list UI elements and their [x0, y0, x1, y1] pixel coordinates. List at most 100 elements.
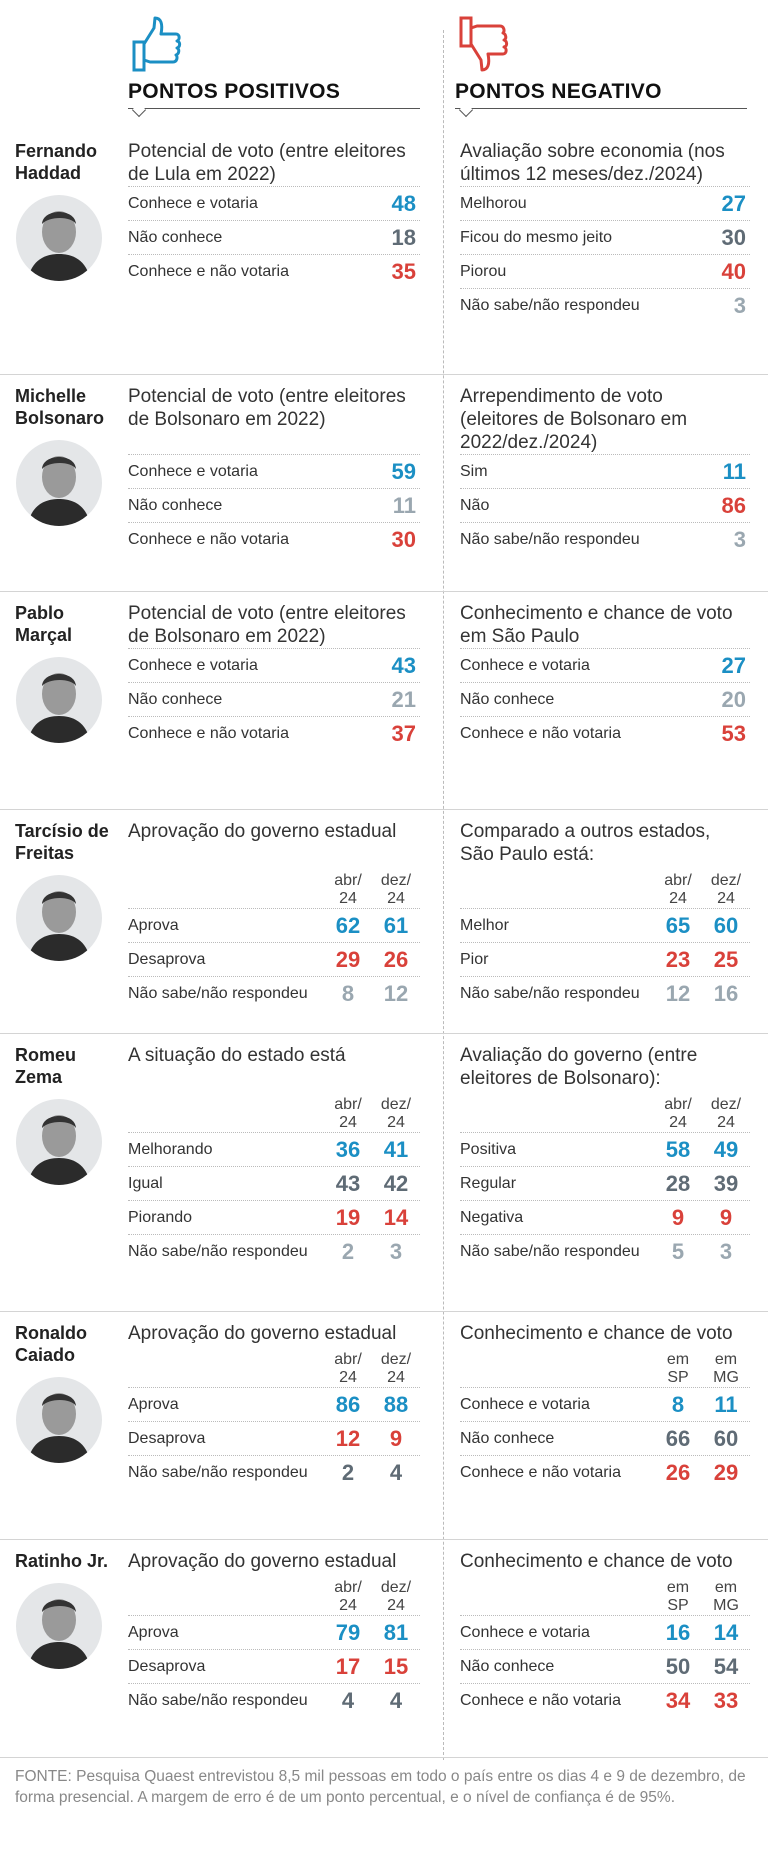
row-value: 35: [391, 258, 416, 284]
table-row: Conhece e votaria 27: [460, 648, 750, 682]
row-value: 86: [721, 492, 746, 518]
row-value: 30: [721, 224, 746, 250]
table-row: Não sabe/não respondeu 8 12: [128, 976, 420, 1010]
row-label: Piorou: [460, 262, 507, 280]
person-section: Tarcísio de Freitas Aprovação do governo …: [0, 810, 768, 1034]
row-label: Não sabe/não respondeu: [460, 984, 640, 1002]
positive-panel: A situação do estado está abr/ 24 dez/ 24 M…: [128, 1044, 420, 1311]
table-row: Conhece e não votaria 34 33: [460, 1683, 750, 1717]
row-label: Positiva: [460, 1140, 517, 1158]
row-label: Conhece e votaria: [128, 656, 258, 674]
row-value: 26: [665, 1459, 691, 1485]
panel-title: A situação do estado está: [128, 1045, 346, 1066]
person-column: Fernando Haddad: [15, 140, 128, 374]
row-value: 28: [665, 1170, 691, 1196]
negative-panel: Conhecimento e chance de voto em SP em MG C…: [460, 1322, 750, 1539]
row-label: Não conhece: [128, 690, 223, 708]
row-label: Conhece e votaria: [128, 462, 258, 480]
person-section: Pablo Marçal Potencial de voto (entre ele…: [0, 592, 768, 810]
table-row: Pior 23 25: [460, 942, 750, 976]
table-row: Melhor 65 60: [460, 908, 750, 942]
row-value: 88: [383, 1391, 409, 1417]
row-label: Conhece e não votaria: [128, 530, 289, 548]
table-row: Conhece e não votaria 35: [128, 254, 420, 288]
column-header: em SP: [666, 1351, 690, 1386]
row-value: 39: [713, 1170, 739, 1196]
row-value: 27: [721, 190, 746, 216]
panel-title: Potencial de voto (entre eleitores de Lu…: [128, 141, 406, 185]
row-value: 8: [341, 980, 355, 1006]
row-value: 2: [341, 1238, 355, 1264]
negative-panel: Avaliação do governo (entre eleitores de…: [460, 1044, 750, 1311]
row-label: Ficou do mesmo jeito: [460, 228, 613, 246]
row-value: 40: [721, 258, 746, 284]
table-row: Conhece e não votaria 30: [128, 522, 420, 556]
table-row: Conhece e não votaria 53: [460, 716, 750, 750]
column-headers: abr/ 24 dez/ 24: [128, 1579, 420, 1615]
column-headers: abr/ 24 dez/ 24: [460, 872, 750, 908]
column-header: dez/ 24: [380, 872, 412, 907]
negative-panel: Conhecimento e chance de voto em São Pau…: [460, 602, 750, 809]
row-value: 81: [383, 1619, 409, 1645]
person-section: Ratinho Jr. Aprovação do governo estadual…: [0, 1540, 768, 1758]
row-value: 23: [665, 946, 691, 972]
row-label: Conhece e votaria: [460, 1395, 590, 1413]
person-column: Michelle Bolsonaro: [15, 385, 128, 591]
row-value: 18: [391, 224, 416, 250]
table-row: Sim 11: [460, 454, 750, 488]
person-column: Tarcísio de Freitas: [15, 820, 128, 1033]
person-name: Pablo Marçal: [15, 603, 73, 645]
negative-panel: Conhecimento e chance de voto em SP em MG C…: [460, 1550, 750, 1757]
row-value: 4: [389, 1687, 403, 1713]
row-value: 14: [713, 1619, 739, 1645]
person-section: Romeu Zema A situação do estado está abr/ …: [0, 1034, 768, 1312]
row-label: Conhece e votaria: [128, 194, 258, 212]
person-name: Fernando Haddad: [15, 141, 98, 183]
row-label: Não sabe/não respondeu: [460, 1242, 640, 1260]
person-section: Fernando Haddad Potencial de voto (entre …: [0, 130, 768, 375]
row-value: 19: [335, 1204, 361, 1230]
row-value: 37: [391, 720, 416, 746]
row-value: 29: [335, 946, 361, 972]
panel-title: Arrependimento de voto (eleitores de Bol…: [460, 386, 688, 453]
table-row: Conhece e votaria 16 14: [460, 1615, 750, 1649]
portrait: [16, 1583, 102, 1669]
row-value: 20: [721, 686, 746, 712]
row-value: 59: [391, 458, 416, 484]
thumbs-down-icon: [459, 16, 509, 72]
table-row: Conhece e votaria 43: [128, 648, 420, 682]
person-name: Michelle Bolsonaro: [15, 386, 105, 428]
row-value: 61: [383, 912, 409, 938]
column-header: dez/ 24: [710, 1096, 742, 1131]
row-label: Não sabe/não respondeu: [128, 1691, 308, 1709]
row-label: Piorando: [128, 1208, 193, 1226]
row-value: 79: [335, 1619, 361, 1645]
portrait: [16, 1099, 102, 1185]
table-row: Não conhece 66 60: [460, 1421, 750, 1455]
portrait: [16, 875, 102, 961]
negative-panel: Avaliação sobre economia (nos últimos 12…: [460, 140, 750, 374]
table-row: Piorou 40: [460, 254, 750, 288]
panel-title: Conhecimento e chance de voto em São Pau…: [460, 603, 733, 647]
header: PONTOS POSITIVOS PONTOS NEGATIVO: [0, 0, 768, 130]
row-label: Não conhece: [128, 496, 223, 514]
table-row: Não conhece 50 54: [460, 1649, 750, 1683]
row-label: Não sabe/não respondeu: [460, 296, 640, 314]
row-value: 9: [389, 1425, 403, 1451]
row-label: Desaprova: [128, 950, 206, 968]
row-value: 12: [383, 980, 409, 1006]
table-row: Desaprova 29 26: [128, 942, 420, 976]
column-header: abr/ 24: [334, 1351, 362, 1386]
row-label: Não conhece: [460, 1429, 555, 1447]
row-value: 41: [383, 1136, 409, 1162]
column-header: em MG: [713, 1351, 739, 1386]
table-row: Ficou do mesmo jeito 30: [460, 220, 750, 254]
negative-panel: Comparado a outros estados, São Paulo es…: [460, 820, 750, 1033]
table-row: Não sabe/não respondeu 12 16: [460, 976, 750, 1010]
row-label: Não conhece: [128, 228, 223, 246]
row-value: 53: [721, 720, 746, 746]
row-label: Não sabe/não respondeu: [460, 530, 640, 548]
table-row: Conhece e não votaria 26 29: [460, 1455, 750, 1489]
row-label: Aprova: [128, 916, 179, 934]
